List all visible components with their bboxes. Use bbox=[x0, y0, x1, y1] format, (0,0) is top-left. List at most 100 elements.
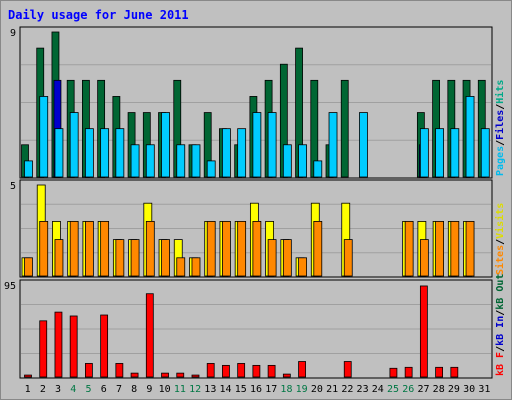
bar-pages-day-11 bbox=[176, 144, 186, 178]
bar-kb-f-day-7 bbox=[115, 363, 124, 378]
x-tick-label: 11 bbox=[174, 384, 186, 395]
bar-pages-day-23 bbox=[359, 112, 368, 178]
bar-sites-day-19 bbox=[298, 257, 307, 277]
bar-sites-day-6 bbox=[100, 220, 110, 277]
bar-sites-day-16 bbox=[252, 220, 262, 277]
x-tick-label: 25 bbox=[387, 384, 399, 395]
legend-item: / bbox=[495, 310, 506, 316]
bar-pages-day-30 bbox=[465, 96, 475, 178]
legend-item: / bbox=[495, 346, 506, 352]
bar-pages-day-13 bbox=[206, 160, 216, 178]
chart-title: Daily usage for June 2011 bbox=[8, 8, 189, 22]
x-tick-label: 29 bbox=[448, 384, 460, 395]
bar-kb-f-day-5 bbox=[85, 363, 93, 378]
bar-kb-f-day-9 bbox=[145, 293, 154, 378]
bar-pages-day-21 bbox=[328, 112, 338, 178]
bar-kb-f-day-13 bbox=[206, 363, 215, 378]
bar-kb-f-day-25 bbox=[389, 367, 398, 378]
x-tick-label: 20 bbox=[311, 384, 323, 395]
bar-pages-day-1 bbox=[24, 160, 33, 178]
bar-sites-day-27 bbox=[419, 239, 429, 277]
x-tick-label: 22 bbox=[341, 384, 353, 395]
bar-sites-day-4 bbox=[69, 220, 79, 277]
bar-pages-day-10 bbox=[161, 112, 170, 178]
bar-kb-f-day-17 bbox=[267, 364, 276, 378]
legend-item: kB In bbox=[495, 316, 506, 346]
x-tick-label: 10 bbox=[159, 384, 171, 395]
legend-item: kB Out bbox=[495, 274, 506, 310]
bar-pages-day-18 bbox=[282, 144, 292, 178]
x-tick-label: 26 bbox=[402, 384, 414, 395]
bar-sites-day-17 bbox=[267, 239, 277, 277]
legend-item: / bbox=[495, 140, 506, 146]
x-tick-label: 28 bbox=[433, 384, 445, 395]
scale-label: 95 bbox=[4, 281, 16, 292]
bar-sites-day-20 bbox=[313, 220, 323, 277]
bar-kb-f-day-3 bbox=[54, 311, 63, 378]
x-tick-label: 30 bbox=[463, 384, 475, 395]
bar-pages-day-29 bbox=[450, 128, 460, 178]
bar-pages-day-4 bbox=[69, 112, 79, 178]
x-tick-label: 8 bbox=[131, 384, 137, 395]
bar-pages-day-27 bbox=[419, 128, 429, 178]
bar-pages-day-5 bbox=[85, 128, 94, 178]
x-tick-label: 3 bbox=[55, 384, 61, 395]
legend-item: Pages bbox=[495, 146, 506, 176]
bar-pages-day-14 bbox=[222, 128, 231, 178]
bar-kb-f-day-19 bbox=[298, 361, 306, 378]
bar-sites-day-14 bbox=[222, 220, 231, 277]
bar-sites-day-3 bbox=[54, 239, 64, 277]
x-tick-label: 5 bbox=[86, 384, 92, 395]
bar-pages-day-15 bbox=[237, 128, 247, 178]
bar-pages-day-3 bbox=[54, 128, 64, 178]
bar-sites-day-18 bbox=[282, 239, 292, 277]
x-tick-label: 21 bbox=[326, 384, 338, 395]
bar-kb-f-day-22 bbox=[343, 361, 352, 378]
bar-hits-day-22 bbox=[340, 79, 349, 178]
bar-kb-f-day-16 bbox=[252, 364, 261, 378]
bar-kb-f-day-4 bbox=[69, 315, 78, 378]
x-tick-label: 2 bbox=[40, 384, 46, 395]
legend-item: / bbox=[495, 104, 506, 110]
bar-pages-day-6 bbox=[100, 128, 110, 178]
x-tick-label: 7 bbox=[116, 384, 122, 395]
legend-item: kB F bbox=[495, 352, 506, 376]
bar-kb-f-day-1 bbox=[24, 374, 32, 378]
scale-label: 5 bbox=[10, 181, 16, 192]
x-tick-label: 13 bbox=[204, 384, 216, 395]
bar-kb-f-day-15 bbox=[237, 363, 246, 378]
x-tick-label: 1 bbox=[25, 384, 31, 395]
legend-kbf_in_out: kB F/kB In/kB Out bbox=[495, 274, 506, 376]
x-tick-label: 15 bbox=[235, 384, 247, 395]
bar-sites-day-29 bbox=[450, 220, 460, 277]
bar-kb-f-day-14 bbox=[222, 364, 230, 378]
x-tick-label: 19 bbox=[296, 384, 308, 395]
bar-sites-day-13 bbox=[206, 220, 216, 277]
bar-sites-day-10 bbox=[161, 239, 170, 277]
bar-kb-f-day-27 bbox=[419, 285, 428, 378]
bar-kb-f-day-18 bbox=[282, 373, 291, 378]
bar-kb-f-day-11 bbox=[176, 372, 185, 378]
bar-sites-day-15 bbox=[237, 220, 247, 277]
bar-pages-day-20 bbox=[313, 160, 323, 178]
x-tick-label: 12 bbox=[189, 384, 201, 395]
bar-pages-day-8 bbox=[130, 144, 140, 178]
bar-pages-day-31 bbox=[480, 128, 490, 178]
scale-label: 9 bbox=[10, 28, 16, 39]
bar-pages-day-28 bbox=[435, 128, 444, 178]
x-tick-label: 6 bbox=[101, 384, 107, 395]
x-tick-label: 4 bbox=[70, 384, 76, 395]
bar-sites-day-8 bbox=[130, 239, 140, 277]
bar-sites-day-11 bbox=[176, 257, 186, 277]
bar-pages-day-17 bbox=[267, 112, 277, 178]
bar-pages-day-7 bbox=[115, 128, 125, 178]
legend-item: / bbox=[495, 239, 506, 245]
bar-kb-f-day-10 bbox=[161, 372, 169, 378]
bar-sites-day-28 bbox=[435, 220, 444, 277]
x-tick-label: 18 bbox=[280, 384, 292, 395]
bar-pages-day-12 bbox=[191, 144, 201, 178]
